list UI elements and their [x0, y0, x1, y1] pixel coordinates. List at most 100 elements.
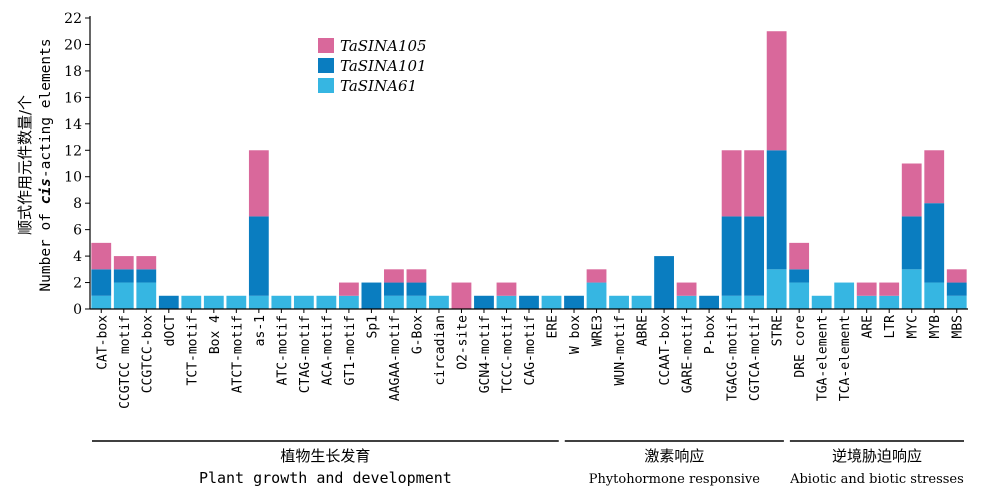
bar-segment-16-2	[451, 282, 472, 309]
bar-segment-24-0	[631, 295, 652, 309]
bar-segment-5-0	[203, 295, 224, 309]
y-axis-title: 顺式作用元件数量/个 Number of cis-acting elements	[16, 38, 54, 291]
x-tick-label-37: MYB	[928, 315, 943, 339]
y-tick-label-10: 20	[64, 37, 82, 53]
x-tick-label-18: TCCC-motif	[500, 315, 515, 393]
bar-segment-28-1	[721, 216, 742, 296]
bar-segment-38-2	[946, 269, 967, 283]
group-label-en-0: Plant growth and development	[199, 469, 452, 487]
category-groups: 植物生长发育 Plant growth and development 激素响应 Ph…	[92, 440, 964, 487]
bar-segment-14-0	[406, 295, 427, 309]
bar-segment-26-0	[676, 295, 697, 309]
bar-segment-2-2	[136, 256, 157, 270]
bar-segment-9-0	[293, 295, 314, 309]
bar-segment-30-0	[766, 269, 787, 309]
bar-segment-29-1	[744, 216, 765, 296]
bar-segment-2-0	[136, 282, 157, 309]
bar-segment-25-1	[654, 256, 674, 309]
x-tick-label-7: as-1	[253, 315, 268, 346]
bar-segment-0-2	[91, 242, 112, 270]
x-tick-label-34: ARE	[861, 315, 876, 338]
bar-segment-15-0	[429, 295, 449, 309]
x-tick-label-15: circadian	[433, 315, 448, 385]
bar-segment-2-1	[136, 269, 157, 283]
bar-segment-29-2	[744, 150, 765, 217]
x-tick-label-8: ATC-motif	[275, 315, 290, 385]
bar-segment-0-0	[91, 295, 112, 309]
x-tick-label-26: GARE-motif	[681, 315, 696, 393]
x-tick-label-23: WUN-motif	[613, 315, 628, 385]
group-label-cn-2: 逆境胁迫响应	[832, 447, 922, 465]
bar-segment-31-0	[789, 282, 810, 309]
group-label-en-2: Abiotic and biotic stresses	[789, 472, 964, 487]
bar-segment-12-1	[361, 282, 382, 309]
y-tick-label-1: 2	[73, 276, 82, 292]
bar-segment-1-2	[113, 256, 134, 270]
y-tick-label-9: 18	[64, 64, 82, 80]
x-tick-label-20: ERE	[546, 315, 561, 338]
bar-segment-0-1	[91, 269, 112, 296]
bars-layer	[91, 31, 967, 309]
x-tick-label-35: LTR	[883, 315, 898, 339]
bar-segment-7-0	[248, 295, 269, 309]
bar-segment-1-1	[113, 269, 134, 283]
legend-label-0: TaSINA105	[340, 37, 427, 55]
bar-segment-7-1	[248, 216, 269, 296]
x-tick-label-27: P-box	[703, 315, 718, 354]
x-tick-label-9: CTAG-motif	[298, 315, 313, 393]
bar-segment-6-0	[226, 295, 247, 309]
y-tick-label-7: 14	[64, 117, 82, 133]
x-tick-label-36: MYC	[906, 315, 921, 338]
bar-segment-32-0	[811, 295, 832, 309]
bar-segment-23-0	[609, 295, 629, 309]
y-axis-title-en: Number of cis-acting elements	[38, 38, 54, 291]
x-tick-label-14: G-Box	[410, 315, 425, 354]
x-tick-label-29: CGTCA-motif	[748, 315, 763, 401]
bar-segment-30-1	[766, 150, 787, 270]
bar-segment-20-0	[541, 295, 562, 309]
bar-segment-13-2	[384, 269, 404, 283]
x-tick-label-19: CAG-motif	[523, 315, 538, 385]
x-tick-label-16: O2-site	[455, 315, 470, 370]
bar-segment-22-0	[586, 282, 607, 309]
bar-segment-17-1	[474, 295, 494, 309]
bar-segment-10-0	[316, 295, 337, 309]
y-axis-title-en-italic: cis	[38, 178, 54, 204]
legend-label-2: TaSINA61	[340, 77, 417, 95]
bar-segment-35-0	[879, 295, 900, 309]
group-label-en-1: Phytohormone responsive	[589, 472, 761, 487]
x-tick-label-4: TCT-motif	[185, 315, 200, 385]
bar-segment-26-2	[676, 282, 697, 296]
x-tick-label-22: WRE3	[591, 315, 606, 346]
bar-segment-22-2	[586, 269, 607, 283]
x-tick-label-21: W box	[568, 315, 583, 354]
x-tick-label-13: AAGAA-motif	[388, 315, 403, 401]
bar-segment-37-1	[924, 203, 945, 283]
x-tick-label-3: dOCT	[163, 315, 178, 346]
bar-segment-34-2	[856, 282, 877, 296]
bar-segment-30-2	[766, 31, 787, 151]
group-label-cn-0: 植物生长发育	[280, 447, 370, 465]
bar-segment-7-2	[248, 150, 269, 217]
y-tick-label-3: 6	[73, 223, 82, 239]
bar-segment-13-0	[384, 295, 404, 309]
bar-segment-33-0	[834, 282, 855, 309]
x-tick-label-33: TCA-element	[838, 315, 853, 401]
bar-segment-3-1	[158, 295, 179, 309]
x-tick-label-2: CCGTCC-box	[140, 315, 155, 393]
bar-segment-27-1	[699, 295, 720, 309]
bar-segment-11-0	[338, 295, 359, 309]
x-tick-label-25: CCAAT-box	[658, 315, 673, 386]
bar-segment-19-1	[519, 295, 539, 309]
y-tick-label-6: 12	[64, 143, 82, 159]
bar-segment-37-2	[924, 150, 945, 204]
x-tick-label-32: TGA-element	[816, 315, 831, 401]
bar-segment-14-1	[406, 282, 427, 296]
y-tick-label-4: 8	[73, 196, 82, 212]
group-label-cn-1: 激素响应	[644, 447, 704, 465]
bar-segment-36-0	[901, 269, 922, 309]
x-tick-label-0: CAT-box	[95, 315, 110, 370]
y-axis-title-cn: 顺式作用元件数量/个	[16, 95, 34, 235]
y-tick-label-0: 0	[73, 302, 82, 318]
